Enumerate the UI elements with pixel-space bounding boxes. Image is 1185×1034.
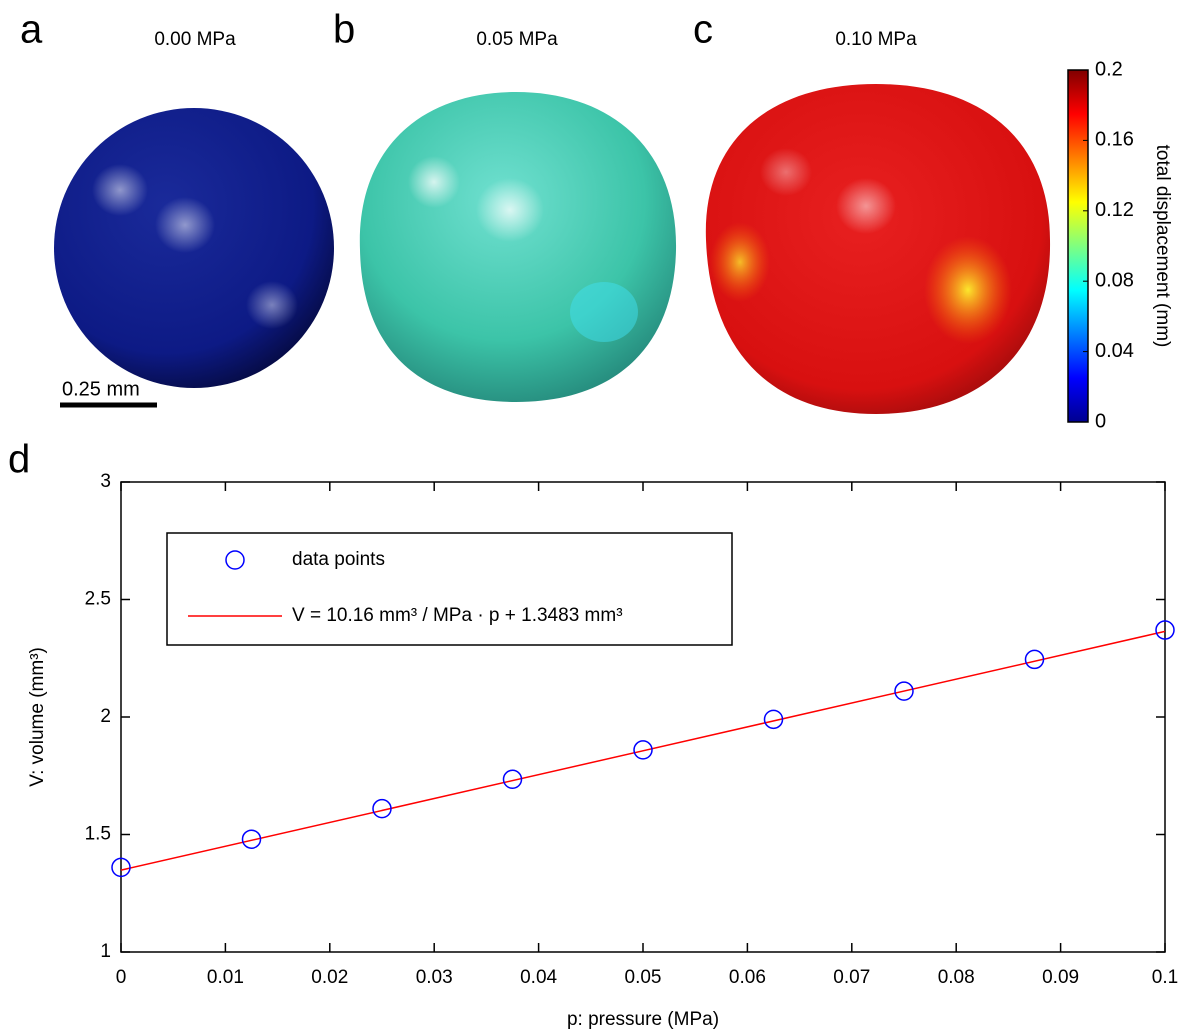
legend [166, 532, 733, 646]
y-tick-label: 2.5 [85, 589, 111, 610]
panel-title: 0.05 MPa [476, 29, 558, 50]
data-point [502, 769, 523, 790]
data-point [1024, 649, 1045, 670]
data-point [894, 681, 914, 701]
data-point [1155, 620, 1175, 640]
data-point [111, 857, 131, 878]
colorbar-label: total displacement (mm) [1152, 145, 1173, 348]
colorbar-tick-label: 0.08 [1095, 269, 1134, 291]
fit-line [120, 630, 1166, 871]
panel-letter: b [333, 8, 355, 52]
legend-label: data points [292, 549, 385, 570]
x-axis-label: p: pressure (MPa) [567, 1009, 719, 1030]
colorbar-tick-label: 0.2 [1095, 58, 1123, 80]
data-point [763, 709, 784, 730]
y-tick-label: 2 [100, 706, 111, 727]
legend-marker [225, 550, 245, 570]
x-tick-label: 0.02 [311, 967, 348, 988]
x-tick-label: 0.08 [938, 967, 975, 988]
colorbar-tick-label: 0 [1095, 410, 1106, 432]
colorbar-tick-label: 0.04 [1095, 340, 1134, 362]
legend-label: V = 10.16 mm³ / MPa · p + 1.3483 mm³ [292, 605, 623, 626]
x-tick-label: 0.03 [416, 967, 453, 988]
data-point [241, 829, 262, 849]
colorbar-tick-label: 0.16 [1095, 129, 1134, 151]
y-axis-label: V: volume (mm³) [27, 647, 48, 787]
colorbar-tick-label: 0.12 [1095, 199, 1134, 221]
spheres [54, 69, 1089, 423]
y-tick-label: 1 [100, 941, 111, 962]
x-tick-label: 0.07 [833, 967, 870, 988]
panel-letter: c [693, 8, 713, 52]
x-tick-label: 0.01 [207, 967, 244, 988]
panel-letter: d [8, 438, 30, 482]
y-tick-label: 3 [100, 471, 111, 492]
scale-bar-label: 0.25 mm [62, 378, 140, 400]
x-tick-label: 0.1 [1152, 967, 1178, 988]
data-point [372, 798, 392, 819]
x-tick-label: 0.06 [729, 967, 766, 988]
y-tick-label: 1.5 [85, 824, 111, 845]
x-tick-label: 0 [116, 967, 127, 988]
panel-title: 0.10 MPa [835, 29, 917, 50]
panel-letter: a [20, 8, 43, 52]
data-point [633, 740, 653, 760]
x-tick-label: 0.04 [520, 967, 557, 988]
panel-title: 0.00 MPa [154, 29, 236, 50]
x-tick-label: 0.09 [1042, 967, 1079, 988]
x-tick-label: 0.05 [625, 967, 662, 988]
